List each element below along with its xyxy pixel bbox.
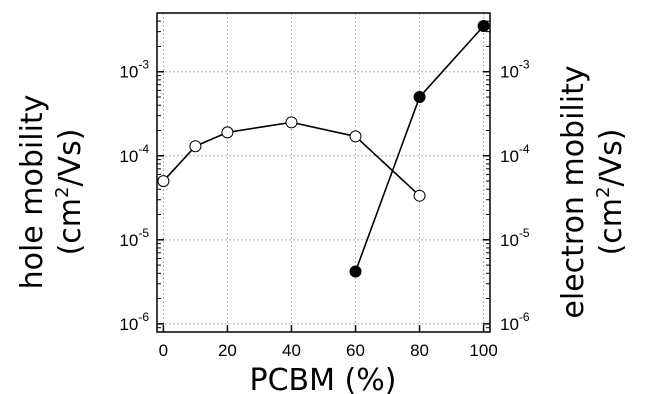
right-axis-title: electron mobility (cm2/Vs) bbox=[556, 65, 629, 318]
y-tick-label-right: 10-4 bbox=[500, 142, 530, 166]
series-1-point bbox=[222, 127, 233, 138]
left-axis-title-line1: hole mobility bbox=[15, 95, 50, 290]
x-axis-title: PCBM (%) bbox=[250, 363, 397, 394]
y-tick-label-left: 10-5 bbox=[119, 226, 149, 250]
x-tick-label: 60 bbox=[346, 341, 365, 360]
series-2-point bbox=[350, 266, 361, 277]
series-layer bbox=[158, 21, 489, 277]
series-1-point bbox=[158, 176, 169, 187]
y-tick-label-right: 10-5 bbox=[500, 226, 530, 250]
x-tick-label: 0 bbox=[159, 341, 168, 360]
y-tick-label-right: 10-6 bbox=[500, 310, 530, 334]
y-tick-label-left: 10-3 bbox=[119, 58, 149, 82]
axis-ticks: 0 20 40 60 80 100 10-3 10-3 10-4 10-4 10-5 10-5 10-6… bbox=[119, 13, 530, 360]
plot-frame bbox=[157, 13, 490, 332]
x-tick-label: 40 bbox=[282, 341, 301, 360]
grid bbox=[157, 13, 490, 332]
y-tick-label-left: 10-4 bbox=[119, 142, 149, 166]
y-tick-label-left: 10-6 bbox=[119, 310, 149, 334]
series-1-point bbox=[190, 141, 201, 152]
left-axis-title-unit: (cm2/Vs) bbox=[52, 129, 88, 256]
x-tick-label: 20 bbox=[218, 341, 237, 360]
right-axis-title-unit: (cm2/Vs) bbox=[593, 129, 629, 256]
plot-border bbox=[157, 13, 490, 332]
left-axis-title: hole mobility (cm2/Vs) bbox=[15, 95, 88, 290]
series-2-point bbox=[478, 21, 489, 32]
series-2-point bbox=[414, 92, 425, 103]
right-axis-title-line1: electron mobility bbox=[556, 65, 591, 318]
x-tick-label: 100 bbox=[469, 341, 497, 360]
y-tick-label-right: 10-3 bbox=[500, 58, 530, 82]
series-1-point bbox=[350, 131, 361, 142]
series-1-point bbox=[414, 190, 425, 201]
x-tick-label: 80 bbox=[410, 341, 429, 360]
series-1-point bbox=[286, 117, 297, 128]
